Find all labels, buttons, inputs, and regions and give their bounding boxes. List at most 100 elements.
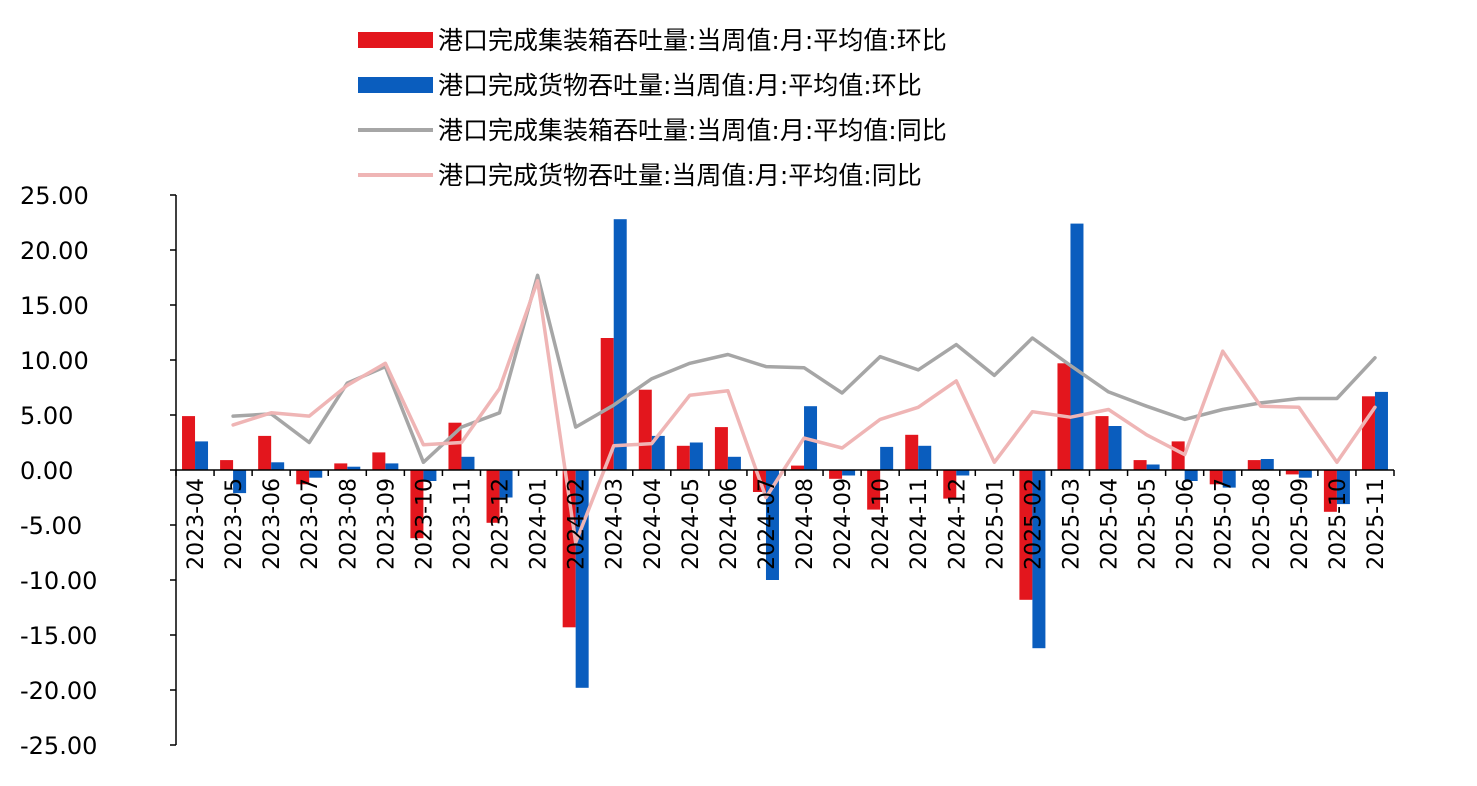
x-tick-label-2023-08: 2023-08 xyxy=(336,478,361,570)
bar-series2-2023-04 xyxy=(195,441,209,470)
bar-series1-2023-07 xyxy=(296,470,310,485)
x-tick-label-2025-04: 2025-04 xyxy=(1098,478,1123,570)
bar-series2-2024-09 xyxy=(842,470,856,476)
x-tick-label-2023-09: 2023-09 xyxy=(374,478,399,570)
bar-series2-2023-11 xyxy=(461,456,475,470)
bar-series1-2023-10 xyxy=(410,470,424,539)
x-tick-label-2024-07: 2024-07 xyxy=(755,478,780,570)
bar-series2-2025-08 xyxy=(1260,459,1274,470)
bar-series1-2023-06 xyxy=(258,435,272,470)
bar-series2-2023-12 xyxy=(499,470,513,498)
x-tick-label-2025-09: 2025-09 xyxy=(1288,478,1313,570)
bar-series2-2024-06 xyxy=(727,456,741,470)
y-tick-label: -15.00 xyxy=(20,622,97,650)
bar-series1-2024-10 xyxy=(867,470,881,510)
bar-series1-2024-08 xyxy=(791,465,805,470)
bars xyxy=(182,219,1388,688)
x-tick-label-2023-07: 2023-07 xyxy=(298,478,323,570)
bar-series1-2025-08 xyxy=(1247,460,1261,470)
legend-label: 港口完成集装箱吞吐量:当周值:月:平均值:环比 xyxy=(438,26,947,55)
bar-series2-2025-04 xyxy=(1108,426,1122,470)
x-tick-label-2025-05: 2025-05 xyxy=(1136,478,1161,570)
x-tick-label-2024-09: 2024-09 xyxy=(831,478,856,570)
bar-series2-2023-06 xyxy=(271,462,285,470)
bar-series1-2025-10 xyxy=(1323,470,1337,512)
bar-series1-2024-09 xyxy=(829,470,843,479)
y-tick-label: 15.00 xyxy=(20,292,89,320)
x-tick-label-2024-06: 2024-06 xyxy=(717,478,742,570)
bar-series2-2025-11 xyxy=(1374,391,1388,470)
y-tick-label: -25.00 xyxy=(20,732,97,760)
y-tick-label: 25.00 xyxy=(20,182,89,210)
bar-series2-2024-12 xyxy=(956,470,970,476)
bar-series1-2023-12 xyxy=(486,470,500,523)
bar-series2-2025-02 xyxy=(1032,470,1046,649)
line-series4 xyxy=(231,279,1377,545)
x-tick-label-2025-11: 2025-11 xyxy=(1364,478,1389,570)
legend-swatch xyxy=(358,77,433,93)
bar-series1-2025-09 xyxy=(1285,470,1299,475)
legend-item-3: 港口完成集装箱吞吐量:当周值:月:平均值:同比 xyxy=(358,116,947,145)
x-tick-label-2025-08: 2025-08 xyxy=(1250,478,1275,570)
legend-item-4: 港口完成货物吞吐量:当周值:月:平均值:同比 xyxy=(358,161,922,190)
bar-series1-2023-08 xyxy=(334,463,348,470)
bar-series2-2024-10 xyxy=(880,446,894,470)
bar-series2-2025-06 xyxy=(1184,470,1198,481)
x-tick-label-2024-03: 2024-03 xyxy=(603,478,628,570)
x-tick-label-2025-07: 2025-07 xyxy=(1212,478,1237,570)
bar-series1-2024-12 xyxy=(943,470,957,499)
bar-series1-2025-02 xyxy=(1019,470,1033,600)
x-tick-label-2025-03: 2025-03 xyxy=(1059,478,1084,570)
bar-series2-2024-05 xyxy=(689,442,703,470)
bar-series1-2025-05 xyxy=(1133,460,1147,470)
bar-series2-2025-05 xyxy=(1146,464,1160,470)
x-tick-label-2024-10: 2024-10 xyxy=(869,478,894,570)
y-tick-label: 20.00 xyxy=(20,237,89,265)
bar-series1-2024-03 xyxy=(600,338,614,470)
x-tick-label-2024-01: 2024-01 xyxy=(527,478,552,570)
x-tick-label-2024-11: 2024-11 xyxy=(907,478,932,570)
bar-series2-2025-09 xyxy=(1298,470,1312,478)
bar-series2-2024-03 xyxy=(613,219,627,470)
x-tick-label-2024-08: 2024-08 xyxy=(793,478,818,570)
bar-series2-2023-09 xyxy=(385,463,399,470)
bar-series2-2024-02 xyxy=(575,470,589,688)
line-series3 xyxy=(231,273,1377,465)
legend: 港口完成集装箱吞吐量:当周值:月:平均值:环比港口完成货物吞吐量:当周值:月:平… xyxy=(358,26,947,190)
bar-series1-2024-06 xyxy=(714,427,728,470)
x-tick-label-2024-04: 2024-04 xyxy=(641,478,666,570)
y-tick-label: -20.00 xyxy=(20,677,97,705)
legend-label: 港口完成货物吞吐量:当周值:月:平均值:环比 xyxy=(438,71,922,100)
bar-series2-2023-07 xyxy=(309,470,323,478)
bar-series1-2024-11 xyxy=(905,434,919,470)
bar-series2-2025-07 xyxy=(1222,470,1236,488)
x-tick-label-2023-11: 2023-11 xyxy=(450,478,475,570)
bar-series1-2024-05 xyxy=(676,445,690,470)
axes: 25.00 20.00 15.00 10.00 5.00 0.00 -5.00 -10.00 -… xyxy=(20,182,1395,760)
x-tick-label-2023-12: 2023-12 xyxy=(489,478,514,570)
legend-label: 港口完成货物吞吐量:当周值:月:平均值:同比 xyxy=(438,161,922,190)
x-tick-label-2024-05: 2024-05 xyxy=(679,478,704,570)
bar-series1-2023-05 xyxy=(220,460,234,470)
bar-series1-2025-04 xyxy=(1095,416,1109,470)
bar-series2-2024-11 xyxy=(918,445,932,470)
lines xyxy=(231,273,1377,545)
x-tick-label-2025-10: 2025-10 xyxy=(1326,478,1351,570)
bar-series2-2023-08 xyxy=(347,466,361,470)
bar-series1-2023-09 xyxy=(372,452,386,470)
legend-item-2: 港口完成货物吞吐量:当周值:月:平均值:环比 xyxy=(358,71,922,100)
legend-swatch xyxy=(358,32,433,48)
x-tick-label-2023-10: 2023-10 xyxy=(412,478,437,570)
x-tick-label-2023-05: 2023-05 xyxy=(222,478,247,570)
legend-item-1: 港口完成集装箱吞吐量:当周值:月:平均值:环比 xyxy=(358,26,947,55)
bar-series2-2025-03 xyxy=(1070,223,1084,470)
x-tick-label-2025-01: 2025-01 xyxy=(983,478,1008,570)
x-tick-label-2025-06: 2025-06 xyxy=(1174,478,1199,570)
y-tick-label: -5.00 xyxy=(20,512,82,540)
y-tick-label: 10.00 xyxy=(20,347,89,375)
x-tick-label-2025-02: 2025-02 xyxy=(1021,478,1046,570)
bar-series2-2024-04 xyxy=(651,435,665,470)
bar-series2-2025-10 xyxy=(1336,470,1350,505)
